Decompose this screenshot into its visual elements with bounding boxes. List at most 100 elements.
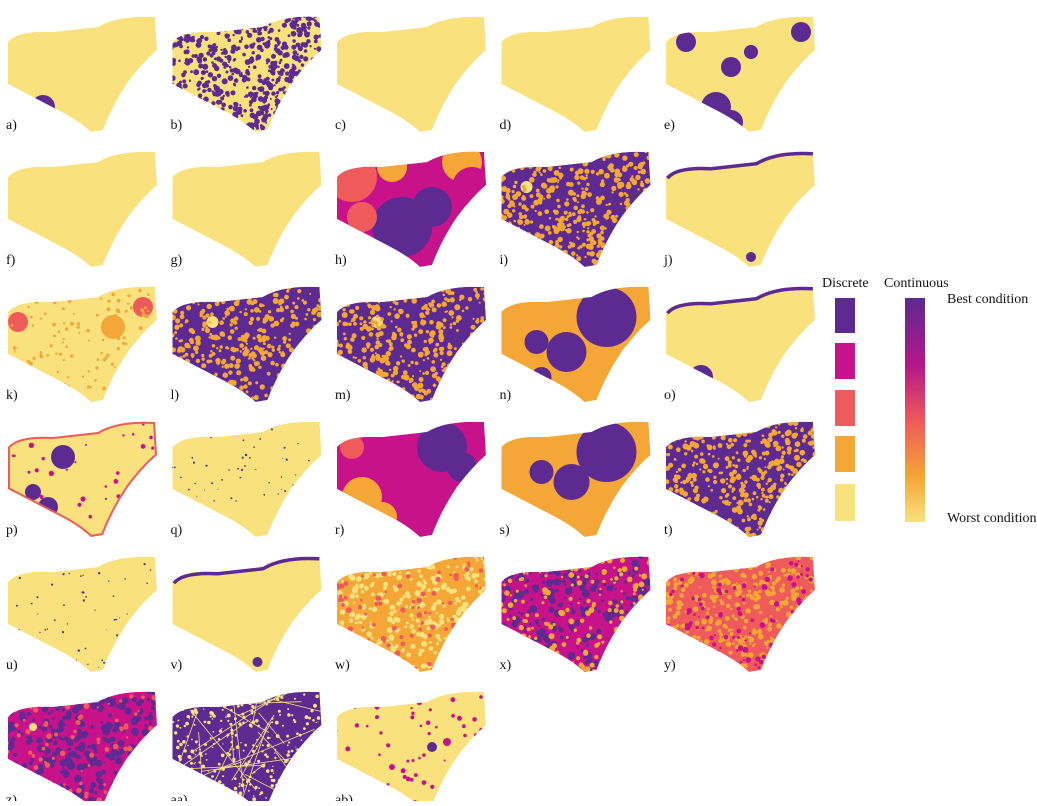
map-pixel [177,102,182,107]
map-pixel [342,555,344,557]
map-pixel [81,496,86,501]
map-pixel [400,658,406,664]
map-pixel [352,286,355,289]
map-pixel [540,234,545,239]
map-panel: l) [166,281,326,404]
map-pixel [212,76,217,81]
map-pixel [29,443,34,448]
map-pixel [614,669,618,673]
map-pixel [484,382,488,386]
map-pixel [2,570,4,572]
map-pixel [406,622,409,625]
map-pixel [636,204,641,209]
map-pixel [580,554,583,557]
map-pixel [225,91,230,96]
map-pixel [259,303,263,307]
map-pixel [382,557,387,562]
map-pixel [360,667,365,672]
map-pixel [776,495,780,499]
map-pixel [570,603,573,606]
map-pixel [650,170,652,172]
map-pixel [623,261,626,264]
map-pixel [708,656,714,662]
map-pixel [429,646,434,651]
map-pixel [557,179,559,181]
map-pixel [298,375,304,381]
map-pixel [375,321,378,324]
map-pixel [517,227,520,230]
map-pixel [233,59,236,62]
map-pixel [12,722,14,724]
map-pixel [47,787,50,790]
map-pixel [725,456,730,461]
map-pixel [512,194,518,200]
map-pixel [667,518,670,521]
map-pixel [694,513,698,517]
map-pixel [529,562,531,564]
map-pixel [801,485,804,488]
map-region [554,464,590,500]
map-pixel [674,431,679,436]
map-pixel [289,347,294,352]
map-pixel [308,32,310,34]
map-pixel [644,200,650,206]
map-pixel [692,464,695,467]
map-pixel [347,283,350,286]
map-pixel [174,467,176,469]
map-pixel [619,643,626,650]
map-pixel [179,394,183,398]
map-pixel [481,316,485,320]
map-pixel [803,434,808,439]
map-pixel [585,187,589,191]
map-pixel [549,607,555,613]
map-pixel [377,326,382,331]
map-pixel [275,81,278,84]
map-pixel [600,231,604,235]
map-pixel [800,519,806,525]
map-pixel [762,655,766,659]
map-pixel [421,307,424,310]
map-pixel [372,354,374,356]
map-pixel [798,668,802,672]
map-pixel [451,291,455,295]
map-pixel [121,777,124,780]
map-pixel [353,659,359,665]
map-pixel [367,650,372,655]
map-pixel [727,518,732,523]
map-pixel [398,558,401,561]
map-pixel [49,725,53,729]
map-pixel [219,320,224,325]
map [666,17,815,134]
map-pixel [369,650,374,655]
map-pixel [749,517,751,519]
map-pixel [568,223,571,226]
map-pixel [642,648,646,652]
map-pixel [812,652,815,655]
map-pixel [584,656,587,659]
map-pixel [718,443,723,448]
map-pixel [235,500,237,502]
map-pixel [580,585,586,591]
map-pixel [154,662,155,663]
map-pixel [509,264,514,269]
map-pixel [695,621,700,626]
map-pixel [249,25,253,29]
map-pixel [698,598,702,602]
map-pixel [401,642,406,647]
map-pixel [215,12,217,14]
map [494,550,654,674]
map-pixel [76,764,82,770]
map-pixel [545,590,551,596]
map-pixel [215,377,218,380]
map-pixel [338,361,343,366]
map-pixel [559,610,565,616]
map-pixel [172,355,177,360]
map-pixel [508,602,514,608]
map-pixel [643,188,649,194]
map-pixel [473,356,478,361]
map-pixel [336,360,342,366]
map-pixel [392,333,397,338]
map-pixel [782,534,785,537]
map-pixel [738,645,744,651]
map-pixel [233,83,236,86]
